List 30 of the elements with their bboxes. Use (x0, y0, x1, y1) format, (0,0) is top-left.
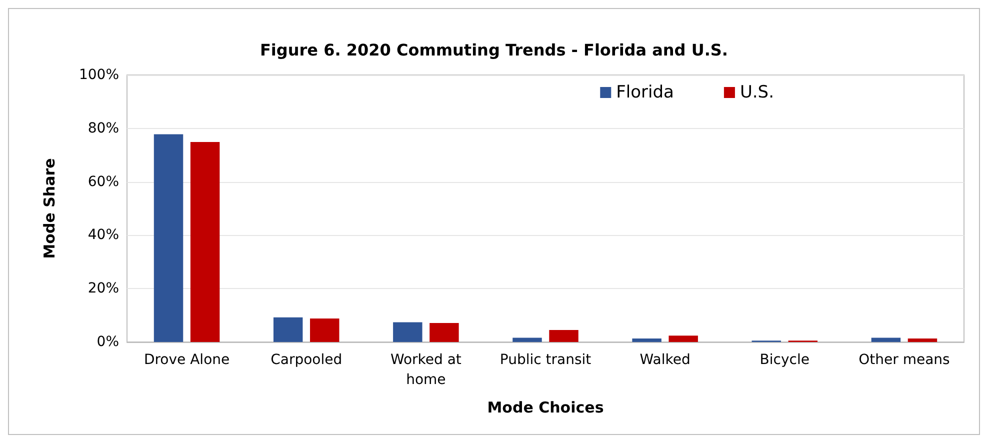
y-tick-label: 80% (88, 120, 119, 136)
bar (190, 142, 220, 342)
x-tick-label: Walked (640, 352, 690, 368)
legend-label: U.S. (740, 82, 774, 102)
x-tick-label: Carpooled (270, 352, 342, 368)
bar (908, 338, 938, 342)
x-tick-label: Other means (858, 352, 950, 368)
bar (549, 330, 578, 342)
bar (632, 338, 662, 342)
y-tick-label: 60% (88, 174, 119, 190)
y-tick-label: 40% (88, 227, 119, 244)
bar (273, 317, 303, 342)
bar (512, 338, 542, 342)
bar (154, 134, 184, 342)
bar (871, 338, 901, 342)
bar (310, 318, 340, 342)
chart-title: Figure 6. 2020 Commuting Trends - Florida and U.S. (260, 40, 728, 60)
x-tick-label: Drove Alone (144, 352, 230, 368)
x-tick-label: Public transit (500, 352, 592, 368)
x-tick-label: Bicycle (760, 352, 810, 368)
y-tick-label: 0% (96, 334, 119, 350)
y-axis-title: Mode Share (40, 158, 58, 259)
bar (668, 336, 698, 342)
bar (393, 322, 422, 342)
bar (430, 323, 459, 342)
y-tick-label: 20% (88, 280, 119, 297)
x-axis-title: Mode Choices (487, 398, 604, 416)
y-tick-label: 100% (78, 67, 119, 83)
x-tick-label: Worked at home (390, 352, 462, 388)
legend-label: Florida (616, 82, 674, 102)
